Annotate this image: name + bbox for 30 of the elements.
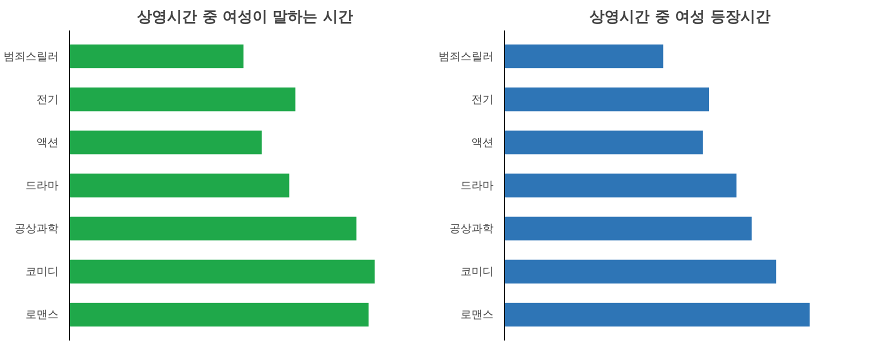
y-tick-label: 전기 [472, 92, 494, 106]
bar [70, 130, 262, 154]
y-tick-label: 드라마 [460, 179, 494, 192]
y-tick-label: 액션 [36, 136, 58, 149]
bar [70, 44, 244, 68]
bar [504, 130, 703, 154]
bar [504, 44, 664, 68]
bar [70, 302, 369, 327]
bar [504, 216, 752, 240]
bar [504, 302, 810, 327]
y-tick-label: 공상과학 [450, 222, 494, 236]
bar [504, 88, 709, 112]
y-tick-label: 전기 [36, 92, 58, 106]
y-tick-label: 범죄스릴러 [438, 50, 494, 63]
bar [70, 174, 290, 198]
chart-title: 상영시간 중 여성 등장시간 [590, 8, 770, 26]
bar [70, 216, 356, 240]
y-tick-label: 코미디 [26, 265, 58, 278]
y-tick-label: 로맨스 [460, 308, 494, 322]
bar [70, 260, 375, 284]
bar [70, 88, 296, 112]
y-tick-label: 드라마 [26, 179, 58, 192]
y-tick-label: 공상과학 [14, 222, 58, 236]
y-tick-label: 범죄스릴러 [4, 50, 58, 63]
y-tick-label: 코미디 [460, 265, 494, 278]
chart-title: 상영시간 중 여성이 말하는 시간 [137, 8, 353, 26]
bar [504, 260, 776, 284]
y-tick-label: 로맨스 [26, 308, 58, 322]
bar [504, 174, 736, 198]
y-tick-label: 액션 [472, 136, 494, 149]
